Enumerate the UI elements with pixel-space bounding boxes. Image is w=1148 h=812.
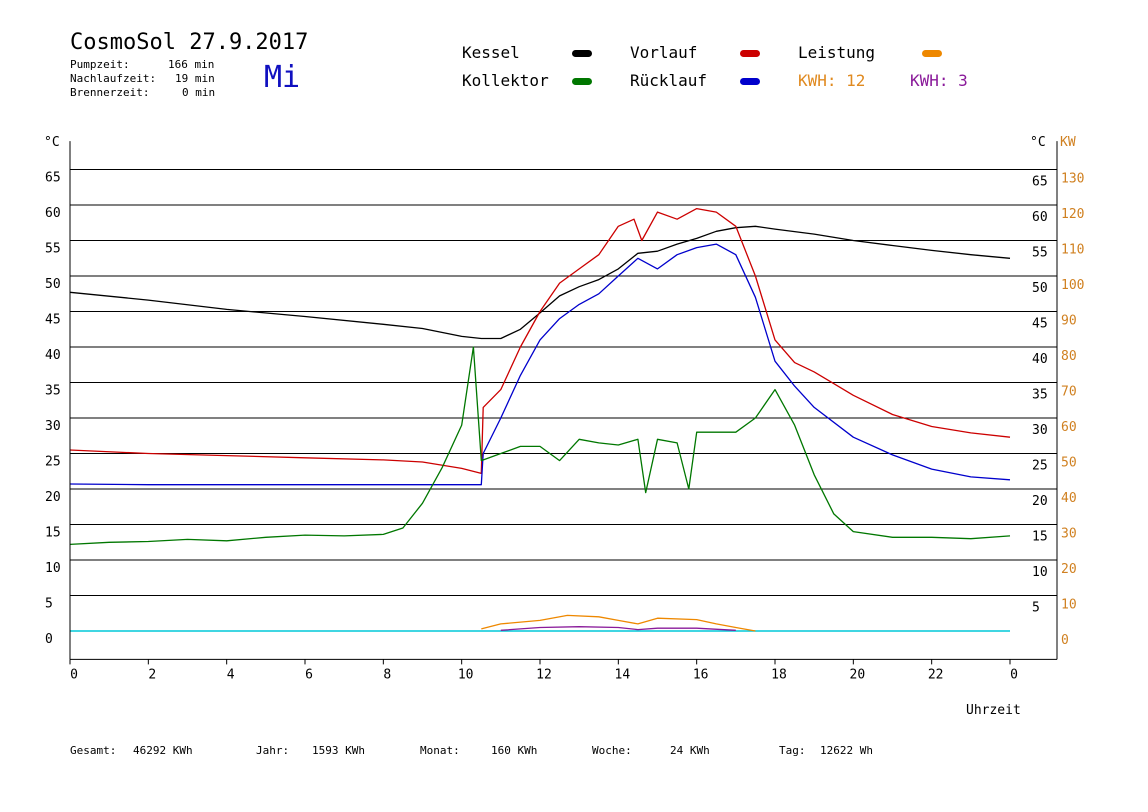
- x-tick-label: 0: [1010, 667, 1018, 682]
- legend-kwh2: KWH: 3: [910, 71, 968, 90]
- legend-vorlauf-label: Vorlauf: [630, 43, 698, 62]
- legend-kollektor-label: Kollektor: [462, 71, 549, 90]
- y-right-temp-tick-label: 60: [1032, 210, 1048, 225]
- x-tick-label: 10: [458, 667, 474, 682]
- y-left-unit: °C: [44, 135, 60, 150]
- y-left-tick-label: 15: [45, 526, 61, 541]
- stat-value-brennerzeit: 0 min: [182, 86, 216, 99]
- y-right-kw-tick-label: 40: [1061, 491, 1077, 506]
- y-right-kw-tick-label: 10: [1061, 598, 1077, 613]
- x-tick-label: 4: [227, 667, 235, 682]
- series-line-r-cklauf: [69, 243, 1011, 486]
- y-left-tick-label: 30: [45, 419, 61, 434]
- x-tick-label: 0: [70, 667, 78, 682]
- footer-jahr-value: 1593 KWh: [312, 744, 365, 757]
- x-tick-label: 6: [305, 667, 313, 682]
- weekday-label: Mi: [264, 60, 301, 95]
- page-title: CosmoSol 27.9.2017: [70, 30, 309, 55]
- legend-kessel-label: Kessel: [462, 43, 520, 62]
- legend-vorlauf-swatch: [740, 50, 760, 57]
- y-right-temp-tick-label: 15: [1032, 530, 1048, 545]
- footer-woche-value: 24 KWh: [670, 744, 710, 757]
- stat-label-pumpzeit: Pumpzeit:: [70, 58, 130, 71]
- y-right-kw-tick-label: 110: [1061, 243, 1084, 258]
- footer-tag-value: 12622 Wh: [820, 744, 873, 757]
- y-right-temp-tick-label: 55: [1032, 246, 1048, 261]
- x-tick-label: 22: [928, 667, 944, 682]
- y-right-kw-tick-label: 130: [1061, 172, 1084, 187]
- x-tick-label: 2: [148, 667, 156, 682]
- y-right-temp-tick-label: 65: [1032, 175, 1048, 190]
- footer-gesamt-label: Gesamt:: [70, 744, 117, 757]
- y-right-temp-tick-label: 35: [1032, 388, 1048, 403]
- y-right-temp-tick-label: 5: [1032, 601, 1040, 616]
- y-right-kw-tick-label: 100: [1061, 278, 1084, 293]
- stat-label-nachlaufzeit: Nachlaufzeit:: [70, 72, 157, 85]
- footer-woche-label: Woche:: [592, 744, 632, 757]
- series-line-kollektor: [69, 346, 1011, 546]
- legend-kessel-swatch: [572, 50, 592, 57]
- y-left-tick-label: 20: [45, 490, 61, 505]
- y-right-unit-temp: °C: [1030, 135, 1046, 150]
- y-right-kw-tick-label: 50: [1061, 456, 1077, 471]
- y-left-tick-label: 45: [45, 313, 61, 328]
- x-axis-label: Uhrzeit: [966, 703, 1021, 718]
- stat-label-brennerzeit: Brennerzeit:: [70, 86, 150, 99]
- y-right-kw-tick-label: 80: [1061, 349, 1077, 364]
- y-right-temp-tick-label: 50: [1032, 281, 1048, 296]
- y-right-temp-tick-label: 25: [1032, 459, 1048, 474]
- series-line-kwh-2: [500, 626, 736, 631]
- y-left-tick-label: 5: [45, 597, 53, 612]
- y-left-tick-label: 50: [45, 277, 61, 292]
- legend-leistung-label: Leistung: [798, 43, 876, 62]
- legend-kwh1: KWH: 12: [798, 71, 866, 90]
- x-tick-label: 16: [693, 667, 709, 682]
- legend-leistung-swatch: [922, 50, 942, 57]
- stat-value-pumpzeit: 166 min: [168, 58, 215, 71]
- footer-monat-value: 160 KWh: [491, 744, 538, 757]
- y-right-kw-tick-label: 0: [1061, 633, 1069, 648]
- x-tick-label: 14: [615, 667, 631, 682]
- x-tick-label: 8: [383, 667, 391, 682]
- x-tick-label: 18: [771, 667, 787, 682]
- y-right-temp-tick-label: 45: [1032, 317, 1048, 332]
- y-right-kw-tick-label: 60: [1061, 420, 1077, 435]
- y-right-temp-tick-label: 40: [1032, 352, 1048, 367]
- legend-ruecklauf-label: Rücklauf: [630, 71, 708, 90]
- y-right-kw-tick-label: 20: [1061, 562, 1077, 577]
- legend-kollektor-swatch: [572, 78, 592, 85]
- series-line-leistung: [481, 614, 756, 632]
- footer-tag-label: Tag:: [779, 744, 806, 757]
- y-right-kw-tick-label: 70: [1061, 385, 1077, 400]
- y-left-tick-label: 35: [45, 384, 61, 399]
- y-left-tick-label: 25: [45, 455, 61, 470]
- y-left-tick-label: 0: [45, 632, 53, 647]
- footer-gesamt-value: 46292 KWh: [133, 744, 193, 757]
- series-line-kessel: [69, 225, 1011, 340]
- y-left-tick-label: 60: [45, 206, 61, 221]
- y-right-unit-power: KW: [1060, 135, 1076, 150]
- x-tick-label: 12: [536, 667, 552, 682]
- y-right-kw-tick-label: 120: [1061, 207, 1084, 222]
- stat-value-nachlaufzeit: 19 min: [175, 72, 215, 85]
- series-line-vorlauf: [69, 207, 1011, 475]
- footer-jahr-label: Jahr:: [256, 744, 290, 757]
- y-right-temp-tick-label: 20: [1032, 494, 1048, 509]
- y-right-kw-tick-label: 30: [1061, 527, 1077, 542]
- footer-monat-label: Monat:: [420, 744, 460, 757]
- y-left-tick-label: 55: [45, 242, 61, 257]
- y-left-tick-label: 65: [45, 171, 61, 186]
- x-tick-label: 20: [850, 667, 866, 682]
- y-right-temp-tick-label: 30: [1032, 423, 1048, 438]
- y-left-tick-label: 40: [45, 348, 61, 363]
- y-left-tick-label: 10: [45, 561, 61, 576]
- y-right-kw-tick-label: 90: [1061, 314, 1077, 329]
- legend-ruecklauf-swatch: [740, 78, 760, 85]
- y-right-temp-tick-label: 10: [1032, 565, 1048, 580]
